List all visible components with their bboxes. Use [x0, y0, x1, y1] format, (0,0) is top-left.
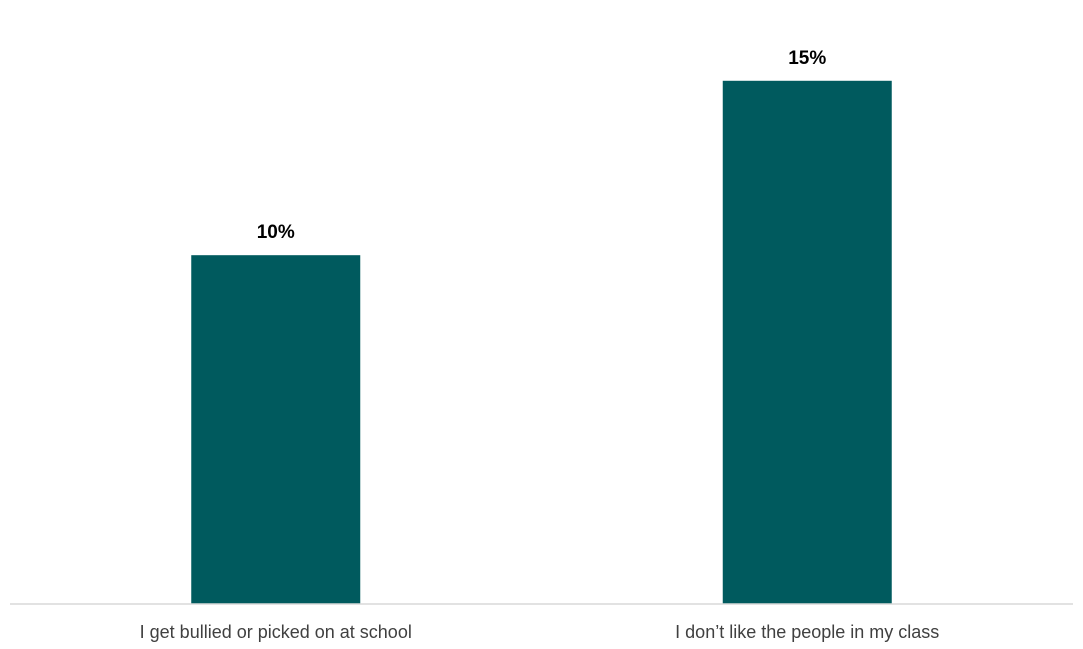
bars-layer — [191, 80, 892, 605]
data-label-1: 10% — [257, 222, 295, 243]
bar-2 — [722, 80, 892, 605]
labels-layer: 10% I get bullied or picked on at school 1… — [140, 48, 940, 642]
bar-1 — [191, 255, 361, 604]
x-tick-label-2: I don’t like the people in my class — [675, 622, 939, 642]
x-tick-label-1: I get bullied or picked on at school — [140, 622, 412, 642]
data-label-2: 15% — [788, 48, 826, 69]
